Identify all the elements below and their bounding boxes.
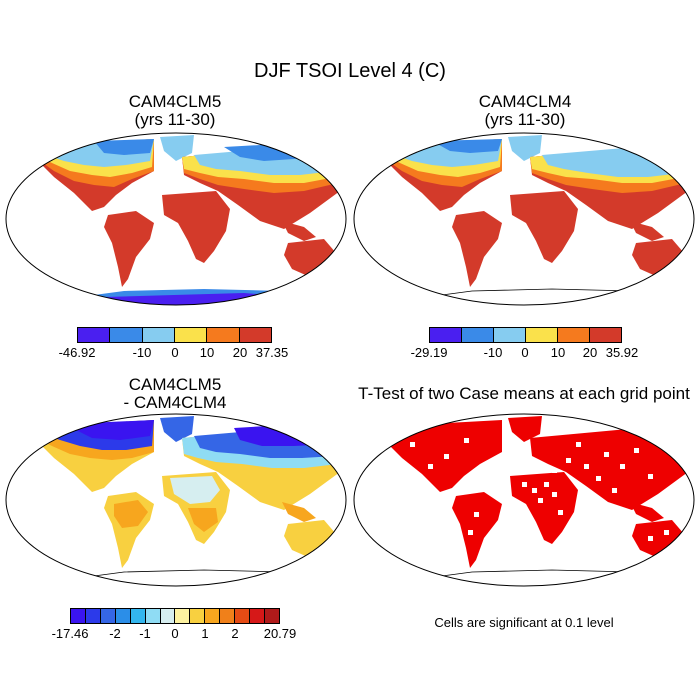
colorbar-tick-label: -17.46 (51, 626, 89, 641)
region-greenland (508, 416, 542, 442)
colorbar-tick-label: -46.92 (58, 345, 96, 360)
region-south-america (452, 211, 502, 287)
panel-title-bottom-left: CAM4CLM5 - CAM4CLM4 (75, 376, 275, 412)
insignificant-cells (410, 438, 669, 541)
colorbar-swatch (430, 328, 462, 342)
colorbar-swatch (130, 609, 146, 623)
colorbar-tick-label: 1 (201, 626, 209, 641)
colorbar-tick-label: 2 (231, 626, 239, 641)
colorbar-tick-label: -10 (483, 345, 503, 360)
colorbar-swatch (85, 609, 101, 623)
colorbar-swatch (205, 609, 221, 623)
figure-title: DJF TSOI Level 4 (C) (254, 60, 446, 82)
region-antarctica-outline (411, 288, 673, 300)
colorbar-swatch (239, 328, 271, 342)
colorbar-tick-label: -10 (132, 345, 152, 360)
colorbar-tick-label: 0 (171, 626, 179, 641)
colorbar-swatch (558, 328, 590, 342)
region-antarctica-outline (411, 569, 673, 581)
colorbar-swatch (174, 328, 208, 342)
colorbar-tick-label: 35.92 (605, 345, 639, 360)
colorbar-swatch (190, 609, 206, 623)
region-africa (510, 191, 578, 263)
colorbar-swatch (78, 328, 111, 342)
panel-title-top-left: CAM4CLM5 (yrs 11-30) (75, 93, 275, 129)
colorbar-tick-label: -2 (109, 626, 121, 641)
panel-title-line1: CAM4CLM4 (478, 92, 572, 111)
colorbar-swatch (71, 609, 86, 623)
colorbar-swatch (110, 328, 143, 342)
map-boundary (353, 132, 695, 306)
map-top-left (5, 132, 347, 306)
region-maritime-asia (282, 502, 316, 522)
panel-title-line1: CAM4CLM5 (128, 92, 222, 111)
region-maritime-asia (282, 221, 316, 241)
significance-note: Cells are significant at 0.1 level (434, 615, 614, 630)
region-south-america (452, 492, 502, 568)
colorbar-swatch (590, 328, 621, 342)
colorbar-tick-label: 10 (550, 345, 566, 360)
band (94, 139, 154, 155)
band (114, 500, 148, 528)
colorbar-top-right (429, 327, 622, 343)
colorbar-top-left (77, 327, 272, 343)
panel-title-line2: (yrs 11-30) (484, 110, 566, 129)
colorbar-tick-label: 10 (199, 345, 215, 360)
colorbar-tick-label: 0 (521, 345, 529, 360)
colorbar-bottom-left (70, 608, 280, 624)
colorbar-swatch (220, 609, 236, 623)
colorbar-swatch (494, 328, 526, 342)
colorbar-tick-label: -1 (139, 626, 151, 641)
colorbar-swatch (160, 609, 176, 623)
colorbar-swatch (462, 328, 494, 342)
region-south-america (104, 211, 154, 287)
panel-title-top-right: CAM4CLM4 (yrs 11-30) (425, 93, 625, 129)
region-africa (510, 472, 578, 544)
colorbar-swatch (115, 609, 131, 623)
region-africa (162, 191, 230, 263)
region-maritime-asia (630, 221, 664, 241)
region-greenland (160, 135, 194, 161)
region-greenland (508, 135, 542, 161)
colorbar-swatch (145, 609, 161, 623)
map-boundary (5, 132, 347, 306)
panel-title-line2: (yrs 11-30) (134, 110, 216, 129)
region-antarctica-outline (63, 569, 325, 581)
colorbar-swatch (142, 328, 175, 342)
map-bottom-right (353, 413, 695, 587)
colorbar-tick-label: 20 (232, 345, 248, 360)
region-maritime-asia (630, 502, 664, 522)
panel-title-line1: CAM4CLM5 (128, 375, 222, 394)
colorbar-swatch (175, 609, 191, 623)
band (188, 508, 218, 532)
map-boundary (5, 413, 347, 587)
colorbar-swatch (526, 328, 558, 342)
colorbar-swatch (207, 328, 240, 342)
colorbar-tick-label: 0 (171, 345, 179, 360)
band (170, 476, 220, 504)
colorbar-tick-label: 20 (582, 345, 598, 360)
panel-title-line2: - CAM4CLM4 (123, 393, 227, 412)
map-top-right (353, 132, 695, 306)
colorbar-swatch (235, 609, 251, 623)
region-eurasia (530, 424, 688, 510)
colorbar-tick-label: -29.19 (410, 345, 448, 360)
colorbar-tick-label: 37.35 (255, 345, 289, 360)
region-greenland (160, 416, 194, 442)
panel-title-bottom-right: T-Test of two Case means at each grid po… (358, 384, 690, 403)
map-boundary (353, 413, 695, 587)
colorbar-swatch (264, 609, 279, 623)
colorbar-swatch (100, 609, 116, 623)
band (432, 139, 502, 153)
colorbar-swatch (250, 609, 265, 623)
colorbar-tick-label: 20.79 (263, 626, 297, 641)
map-bottom-left (5, 413, 347, 587)
